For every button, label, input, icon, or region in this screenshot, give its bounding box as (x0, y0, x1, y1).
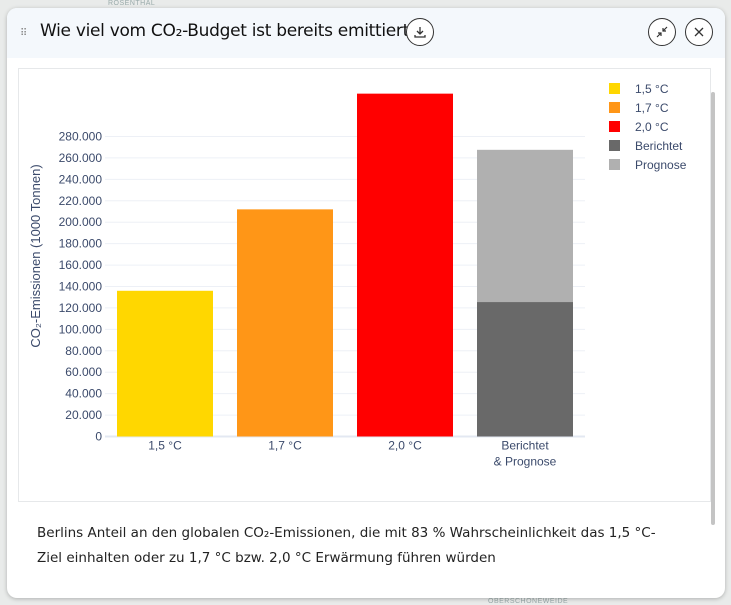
x-tick-label: & Prognose (494, 455, 557, 469)
drag-handle-icon[interactable]: ⠿ (20, 28, 27, 39)
download-button[interactable] (406, 18, 434, 46)
download-icon (414, 27, 426, 38)
scrollbar[interactable] (711, 92, 715, 525)
y-tick-label: 280.000 (59, 130, 103, 144)
legend-swatch (609, 102, 620, 113)
y-axis-label: CO₂-Emissionen (1000 Tonnen) (28, 164, 43, 347)
y-tick-label: 20.000 (65, 408, 102, 422)
legend-swatch (609, 140, 620, 151)
y-tick-label: 60.000 (65, 365, 102, 379)
y-tick-label: 140.000 (59, 280, 103, 294)
map-label: OBERSCHÖNEWEIDE (488, 598, 569, 605)
legend-swatch (609, 83, 620, 94)
y-tick-label: 200.000 (59, 215, 103, 229)
dialog-title: Wie viel vom CO₂-Budget ist bereits emit… (40, 21, 418, 41)
y-tick-label: 240.000 (59, 172, 103, 186)
y-tick-label: 120.000 (59, 301, 103, 315)
x-tick-label: Berichtet (501, 439, 549, 453)
bar-17c (237, 209, 333, 437)
bar-20c (357, 93, 453, 437)
y-tick-label: 40.000 (65, 387, 102, 401)
x-tick-label: 1,7 °C (268, 439, 302, 453)
bar-chart: 0 20.000 40.000 60.000 80.000 100.000 120.000 1… (28, 82, 687, 469)
bar-prognose (477, 149, 573, 303)
minimize-button[interactable] (648, 18, 676, 46)
y-tick-label: 160.000 (59, 258, 103, 272)
close-button[interactable] (685, 18, 713, 46)
close-icon (694, 27, 704, 37)
legend-swatch (609, 159, 620, 170)
x-tick-label: 2,0 °C (388, 439, 422, 453)
bar-berichtet (477, 302, 573, 437)
chart-caption: Berlins Anteil an den globalen CO₂-Emiss… (37, 525, 656, 566)
legend-label: Prognose (635, 158, 687, 172)
y-tick-label: 260.000 (59, 151, 103, 165)
chart-dialog: ⠿ Wie viel vom CO₂-Budget ist bereits em… (7, 8, 725, 598)
legend-label: 1,5 °C (635, 82, 669, 96)
x-tick-label: 1,5 °C (148, 439, 182, 453)
y-tick-label: 80.000 (65, 344, 102, 358)
y-tick-label: 180.000 (59, 237, 103, 251)
bar-15c (117, 290, 213, 437)
legend-swatch (609, 121, 620, 132)
y-tick-label: 0 (95, 430, 102, 444)
chart-container: 0 20.000 40.000 60.000 80.000 100.000 120.000 1… (18, 68, 711, 502)
dialog-header: ⠿ Wie viel vom CO₂-Budget ist bereits em… (7, 8, 725, 58)
legend-label: Berichtet (635, 139, 683, 153)
map-label: ROSENTHAL (108, 0, 156, 7)
legend-label: 2,0 °C (635, 120, 669, 134)
y-tick-label: 100.000 (59, 322, 103, 336)
legend-label: 1,7 °C (635, 101, 669, 115)
minimize-icon (656, 26, 668, 38)
y-tick-label: 220.000 (59, 194, 103, 208)
